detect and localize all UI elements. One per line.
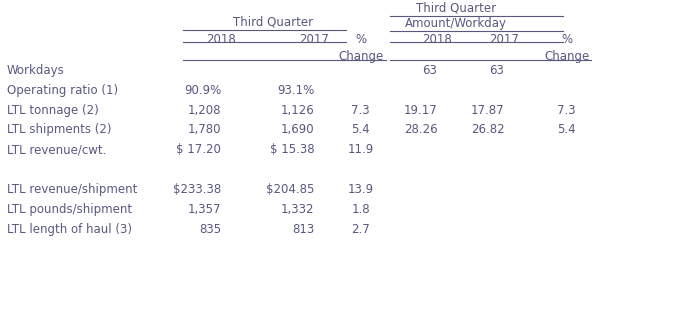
Text: 90.9%: 90.9% xyxy=(184,84,221,97)
Text: %: % xyxy=(355,33,366,46)
Text: 2017: 2017 xyxy=(489,33,520,46)
Text: 1,690: 1,690 xyxy=(281,123,314,137)
Text: 5.4: 5.4 xyxy=(352,123,370,137)
Text: 19.17: 19.17 xyxy=(404,104,437,117)
Text: $ 17.20: $ 17.20 xyxy=(176,143,221,156)
Text: 1,332: 1,332 xyxy=(281,203,314,216)
Text: 2017: 2017 xyxy=(299,33,330,46)
Text: Change: Change xyxy=(338,50,384,63)
Text: 28.26: 28.26 xyxy=(404,123,437,137)
Text: 13.9: 13.9 xyxy=(348,183,374,197)
Text: 2.7: 2.7 xyxy=(351,223,370,236)
Text: $233.38: $233.38 xyxy=(173,183,221,197)
Text: 2018: 2018 xyxy=(422,33,453,46)
Text: 1,357: 1,357 xyxy=(188,203,221,216)
Text: 1,126: 1,126 xyxy=(281,104,314,117)
Text: LTL shipments (2): LTL shipments (2) xyxy=(7,123,111,137)
Text: LTL revenue/shipment: LTL revenue/shipment xyxy=(7,183,138,197)
Text: 17.87: 17.87 xyxy=(471,104,504,117)
Text: Workdays: Workdays xyxy=(7,64,65,77)
Text: Amount/Workday: Amount/Workday xyxy=(405,17,507,30)
Text: LTL tonnage (2): LTL tonnage (2) xyxy=(7,104,99,117)
Text: Change: Change xyxy=(544,50,589,63)
Text: 1,208: 1,208 xyxy=(188,104,221,117)
Text: Third Quarter: Third Quarter xyxy=(416,1,496,14)
Text: Third Quarter: Third Quarter xyxy=(233,15,313,28)
Text: $204.85: $204.85 xyxy=(266,183,314,197)
Text: 5.4: 5.4 xyxy=(558,123,576,137)
Text: 1,780: 1,780 xyxy=(188,123,221,137)
Text: 11.9: 11.9 xyxy=(348,143,374,156)
Text: 1.8: 1.8 xyxy=(352,203,370,216)
Text: 7.3: 7.3 xyxy=(558,104,576,117)
Text: LTL length of haul (3): LTL length of haul (3) xyxy=(7,223,132,236)
Text: LTL revenue/cwt.: LTL revenue/cwt. xyxy=(7,143,106,156)
Text: 835: 835 xyxy=(199,223,221,236)
Text: 63: 63 xyxy=(489,64,504,77)
Text: 813: 813 xyxy=(292,223,314,236)
Text: LTL pounds/shipment: LTL pounds/shipment xyxy=(7,203,132,216)
Text: 2018: 2018 xyxy=(206,33,236,46)
Text: $ 15.38: $ 15.38 xyxy=(269,143,314,156)
Text: 63: 63 xyxy=(422,64,437,77)
Text: 7.3: 7.3 xyxy=(352,104,370,117)
Text: 26.82: 26.82 xyxy=(471,123,504,137)
Text: Operating ratio (1): Operating ratio (1) xyxy=(7,84,118,97)
Text: 93.1%: 93.1% xyxy=(277,84,314,97)
Text: %: % xyxy=(561,33,572,46)
